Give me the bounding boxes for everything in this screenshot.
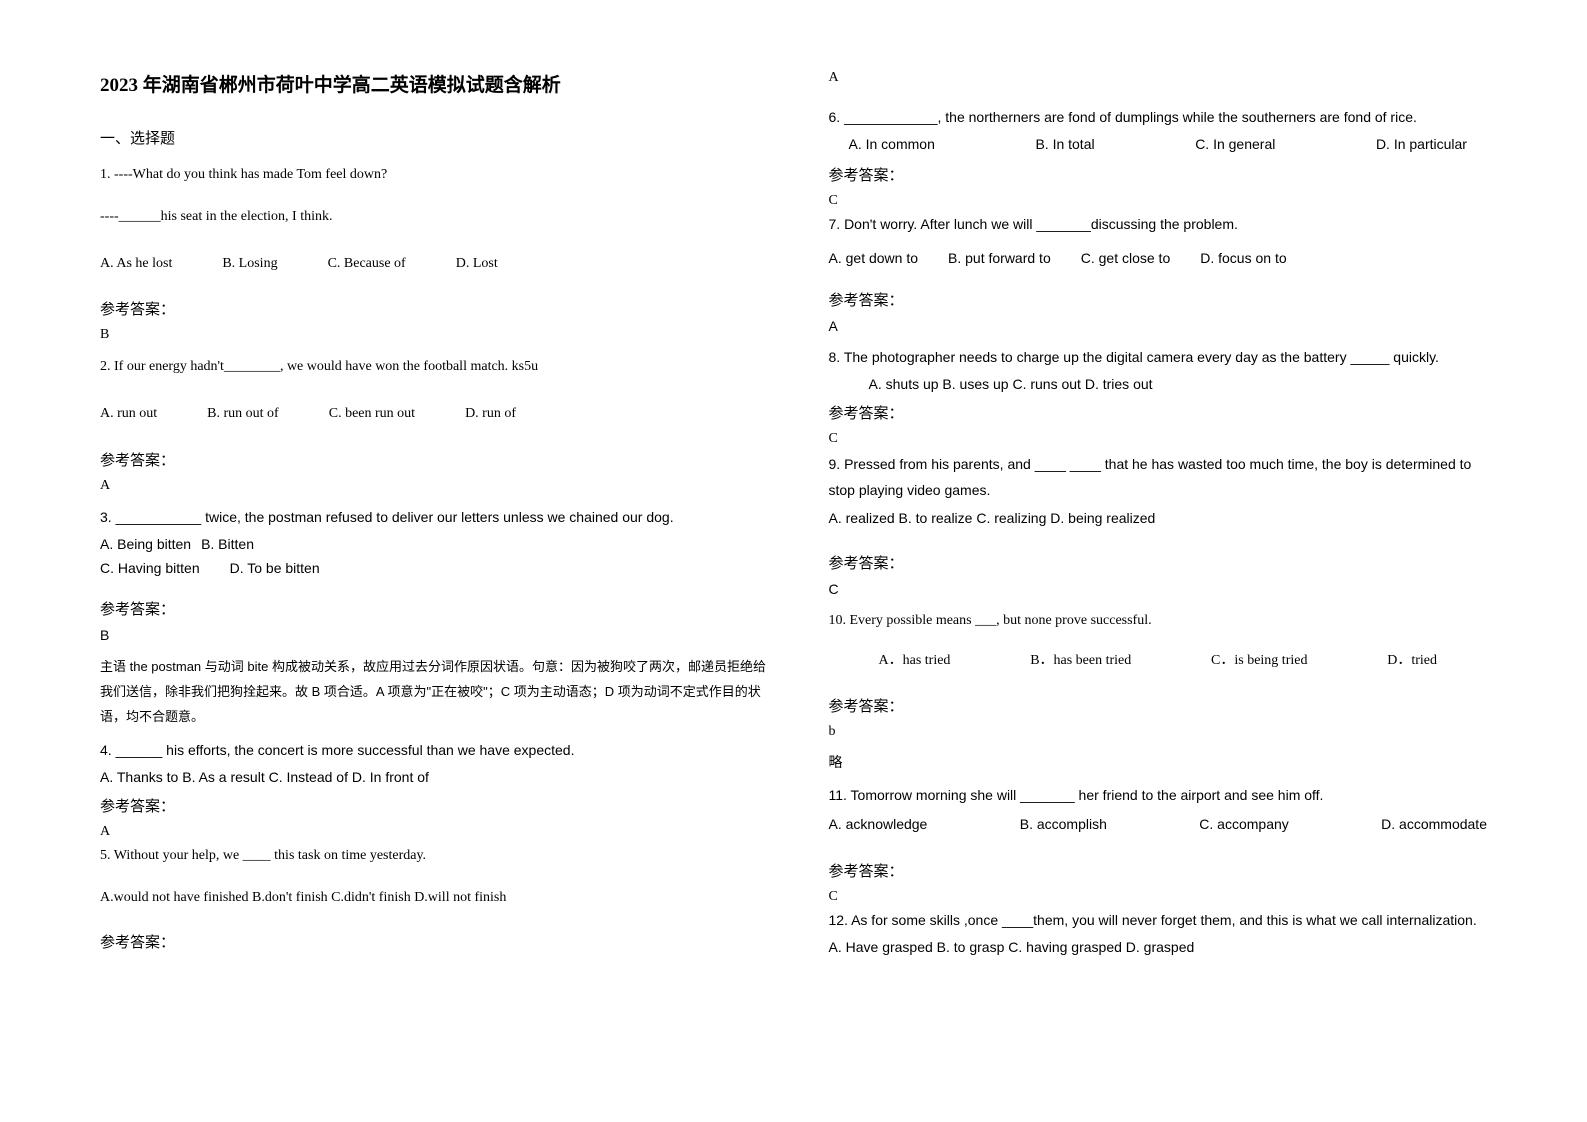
- q6-options: A. In common B. In total C. In general D…: [829, 133, 1498, 157]
- q2-line1: 2. If our energy hadn't________, we woul…: [100, 355, 769, 379]
- q7-optA: A. get down to: [829, 247, 919, 271]
- q11-optC: C. accompany: [1199, 813, 1288, 837]
- q6-answer: C: [829, 193, 1498, 209]
- q2-optD: D. run of: [465, 402, 516, 426]
- q8-answer: C: [829, 431, 1498, 447]
- q3-line1: 3. ___________ twice, the postman refuse…: [100, 506, 769, 530]
- answer-label: 参考答案：: [100, 298, 769, 319]
- q7-options: A. get down to B. put forward to C. get …: [829, 247, 1498, 271]
- question-1: 1. ----What do you think has made Tom fe…: [100, 163, 769, 280]
- q1-optB: B. Losing: [222, 252, 277, 276]
- question-10: 10. Every possible means ___, but none p…: [829, 609, 1498, 678]
- q2-optB: B. run out of: [207, 402, 279, 426]
- q4-answer: A: [100, 824, 769, 840]
- q11-optA: A. acknowledge: [829, 813, 928, 837]
- q12-opts: A. Have grasped B. to grasp C. having gr…: [829, 936, 1498, 960]
- question-3: 3. ___________ twice, the postman refuse…: [100, 506, 769, 580]
- answer-label: 参考答案：: [100, 931, 769, 952]
- q10-optB: B．has been tried: [1030, 649, 1131, 673]
- q2-options: A. run out B. run out of C. been run out…: [100, 402, 769, 426]
- q9-line1: 9. Pressed from his parents, and ____ __…: [829, 451, 1498, 504]
- q3-optC: C. Having bitten: [100, 557, 200, 581]
- q11-optD: D. accommodate: [1381, 813, 1487, 837]
- q10-optD: D．tried: [1387, 649, 1437, 673]
- q10-answer: b: [829, 724, 1498, 740]
- q7-answer: A: [829, 318, 1498, 334]
- q11-options: A. acknowledge B. accomplish C. accompan…: [829, 813, 1498, 837]
- q11-answer: C: [829, 889, 1498, 905]
- page-title: 2023 年湖南省郴州市荷叶中学高二英语模拟试题含解析: [100, 70, 769, 97]
- answer-label: 参考答案：: [829, 860, 1498, 881]
- q5-answer: A: [829, 70, 1498, 86]
- skip-label: 略: [829, 752, 1498, 772]
- q6-optD: D. In particular: [1376, 133, 1467, 157]
- q8-opts: A. shuts up B. uses up C. runs out D. tr…: [829, 373, 1498, 397]
- q1-line1: 1. ----What do you think has made Tom fe…: [100, 163, 769, 187]
- q3-optA: A. Being bitten: [100, 533, 191, 557]
- q2-answer: A: [100, 478, 769, 494]
- q5-line1: 5. Without your help, we ____ this task …: [100, 844, 769, 868]
- q11-line1: 11. Tomorrow morning she will _______ he…: [829, 784, 1498, 808]
- answer-label: 参考答案：: [829, 552, 1498, 573]
- q3-options-cd: C. Having bitten D. To be bitten: [100, 557, 769, 581]
- question-8: 8. The photographer needs to charge up t…: [829, 346, 1498, 400]
- question-5: 5. Without your help, we ____ this task …: [100, 844, 769, 913]
- answer-label: 参考答案：: [100, 598, 769, 619]
- q1-optC: C. Because of: [328, 252, 406, 276]
- question-6: 6. ____________, the northerners are fon…: [829, 106, 1498, 162]
- q1-line2: ----______his seat in the election, I th…: [100, 205, 769, 229]
- answer-label: 参考答案：: [829, 695, 1498, 716]
- q1-optD: D. Lost: [456, 252, 498, 276]
- q7-optD: D. focus on to: [1200, 247, 1286, 271]
- q3-optD: D. To be bitten: [230, 557, 320, 581]
- q1-options: A. As he lost B. Losing C. Because of D.…: [100, 252, 769, 276]
- answer-label: 参考答案：: [829, 289, 1498, 310]
- q10-optA: A．has tried: [879, 649, 951, 673]
- q10-line1: 10. Every possible means ___, but none p…: [829, 609, 1498, 633]
- q1-answer: B: [100, 327, 769, 343]
- q9-opts: A. realized B. to realize C. realizing D…: [829, 507, 1498, 531]
- q9-answer: C: [829, 581, 1498, 597]
- q6-line1: 6. ____________, the northerners are fon…: [829, 106, 1498, 130]
- q6-optC: C. In general: [1195, 133, 1275, 157]
- q4-line1: 4. ______ his efforts, the concert is mo…: [100, 739, 769, 763]
- q2-optC: C. been run out: [329, 402, 415, 426]
- q5-opts: A.would not have finished B.don't finish…: [100, 886, 769, 910]
- question-7: 7. Don't worry. After lunch we will ____…: [829, 213, 1498, 272]
- q2-optA: A. run out: [100, 402, 157, 426]
- q6-optA: A. In common: [849, 133, 935, 157]
- answer-label: 参考答案：: [100, 449, 769, 470]
- q4-line2: A. Thanks to B. As a result C. Instead o…: [100, 766, 769, 790]
- q3-optB: B. Bitten: [201, 533, 254, 557]
- question-12: 12. As for some skills ,once ____them, y…: [829, 909, 1498, 963]
- q12-line1: 12. As for some skills ,once ____them, y…: [829, 909, 1498, 933]
- q11-optB: B. accomplish: [1020, 813, 1107, 837]
- q10-options: A．has tried B．has been tried C．is being …: [829, 649, 1498, 673]
- q3-explanation: 主语 the postman 与动词 bite 构成被动关系，故应用过去分词作原…: [100, 655, 769, 729]
- answer-label: 参考答案：: [829, 402, 1498, 423]
- q3-answer: B: [100, 627, 769, 643]
- q6-optB: B. In total: [1035, 133, 1094, 157]
- q7-line1: 7. Don't worry. After lunch we will ____…: [829, 213, 1498, 237]
- question-4: 4. ______ his efforts, the concert is mo…: [100, 739, 769, 793]
- question-11: 11. Tomorrow morning she will _______ he…: [829, 784, 1498, 842]
- answer-label: 参考答案：: [100, 795, 769, 816]
- q7-optC: C. get close to: [1081, 247, 1171, 271]
- answer-label: 参考答案：: [829, 164, 1498, 185]
- q1-optA: A. As he lost: [100, 252, 172, 276]
- q10-optC: C．is being tried: [1211, 649, 1307, 673]
- section-header: 一、选择题: [100, 127, 769, 148]
- q3-options-ab: A. Being bitten B. Bitten: [100, 533, 769, 557]
- question-2: 2. If our energy hadn't________, we woul…: [100, 355, 769, 431]
- q7-optB: B. put forward to: [948, 247, 1051, 271]
- q8-line1: 8. The photographer needs to charge up t…: [829, 346, 1498, 370]
- question-9: 9. Pressed from his parents, and ____ __…: [829, 451, 1498, 534]
